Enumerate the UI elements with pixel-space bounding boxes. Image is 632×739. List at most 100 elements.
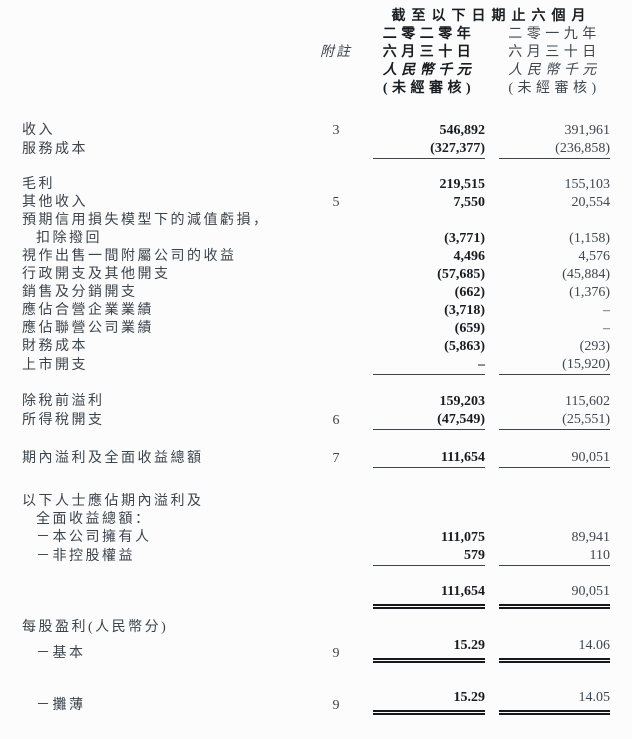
table-row: 預期信用損失模型下的減值虧損， [22,212,610,230]
section-attributable-total: 111,654 90,051 [22,583,610,609]
table-row: 扣除撥回 (3,771) (1,158) [22,230,610,248]
table-row: 以下人士應佔期內溢利及 [22,493,610,511]
row-label: －非控股權益 [36,549,135,564]
table-row: 財務成本 (5,863) (293) [22,338,610,356]
table-row: 所得稅開支 6 (47,549) (25,551) [22,411,610,430]
row-value-2020: 15.29 [373,637,485,663]
row-value-2019: 90,051 [499,583,610,609]
row-label: 扣除撥回 [36,231,102,246]
section-attributable: 以下人士應佔期內溢利及 全面收益總額： －本公司擁有人 111,075 89,941 －非… [22,493,610,566]
row-label: 收入 [22,123,55,138]
table-row: 其他收入 5 7,550 20,554 [22,194,610,212]
table-row: 全面收益總額： [22,511,610,529]
section-profit-total: 期內溢利及全面收益總額 7 111,654 90,051 [22,449,610,468]
row-value-2020: 579 [373,547,485,566]
row-value-2020: 111,654 [373,583,485,609]
row-label: 預期信用損失模型下的減值虧損， [22,213,270,228]
row-value-2020 [373,619,485,637]
row-label: 全面收益總額： [36,512,152,527]
row-label: －基本 [36,646,86,661]
section-pretax: 除稅前溢利 159,203 115,602 所得稅開支 6 (47,549) (25,551… [22,393,610,430]
row-label: －本公司擁有人 [36,530,152,545]
row-note [310,338,362,356]
column-header-audited-2019: (未經審核) [508,81,601,96]
row-value-2019: 14.06 [499,637,610,663]
row-note [310,141,362,159]
header-row-date: 附註 六月三十日 六月三十日 [22,44,610,62]
header-row-unit: 人民幣千元 人民幣千元 [22,62,610,80]
section-eps-basic: 每股盈利(人民幣分) －基本 9 15.29 14.06 [22,619,610,663]
table-row: 期內溢利及全面收益總額 7 111,654 90,051 [22,449,610,468]
row-note [310,529,362,547]
row-value-2020: (5,863) [444,339,485,354]
row-value-2019: 20,554 [571,195,611,210]
table-row: 上市開支 – (15,920) [22,356,610,375]
row-label: 除稅前溢利 [22,394,105,409]
row-note [310,248,362,266]
table-row: －基本 9 15.29 14.06 [22,637,610,663]
row-value-2019: (15,920) [499,356,610,375]
section-revenue: 收入 3 546,892 391,961 服務成本 (327,377) (236,858) [22,122,610,159]
row-note [310,357,362,375]
row-value-2019: (45,884) [562,267,610,282]
row-note: 9 [332,646,340,661]
row-label: 毛利 [22,177,55,192]
row-label: 其他收入 [22,195,88,210]
row-value-2020: (662) [454,285,485,300]
table-row: 收入 3 546,892 391,961 [22,122,610,140]
row-value-2020 [373,493,485,511]
period-title: 截至以下日期止六個月 [391,9,592,24]
row-value-2020: 219,515 [439,177,486,192]
column-header-year-2020: 二零二零年 [382,27,476,42]
row-value-2019: (1,376) [569,285,610,300]
section-eps-diluted: －攤薄 9 15.29 14.05 [22,689,610,715]
row-value-2019 [499,511,610,529]
row-value-2019: – [603,303,610,318]
column-header-date-2020: 六月三十日 [382,45,476,60]
row-label: 應佔合營企業業績 [22,303,154,318]
table-row: 視作出售一間附屬公司的收益 4,496 4,576 [22,248,610,266]
row-value-2019: 115,602 [565,394,610,409]
table-row: －攤薄 9 15.29 14.05 [22,689,610,715]
header-row-period: 截至以下日期止六個月 [22,8,610,26]
column-header-unit-2019: 人民幣千元 [508,63,601,78]
notes-column-label: 附註 [320,45,352,60]
row-value-2019: 110 [499,547,610,566]
row-note: 5 [332,195,340,210]
row-value-2020: 7,550 [453,195,486,210]
row-note [310,320,362,338]
row-value-2019: (25,551) [499,411,610,430]
row-value-2020: – [373,356,485,375]
row-note: 7 [332,451,340,466]
row-value-2019 [499,212,610,230]
row-note [310,548,362,566]
statement-table: 收入 3 546,892 391,961 服務成本 (327,377) (236,858) 毛… [22,122,610,715]
row-note: 3 [332,123,340,138]
row-value-2020: 111,654 [373,449,485,468]
row-note [310,212,362,230]
row-value-2019: (236,858) [499,140,610,159]
row-value-2019 [499,493,610,511]
row-value-2019: 89,941 [571,530,611,545]
table-row: 除稅前溢利 159,203 115,602 [22,393,610,411]
row-value-2019: 155,103 [564,177,611,192]
row-note [310,591,362,609]
row-value-2020: (47,549) [373,411,485,430]
table-row: －本公司擁有人 111,075 89,941 [22,529,610,547]
row-value-2020: (3,718) [444,303,485,318]
row-value-2020 [373,511,485,529]
statement-header: 截至以下日期止六個月 二零二零年 二零一九年 附註 六月三十日 六月三十日 人民… [22,8,610,98]
row-label: 期內溢利及全面收益總額 [22,451,204,466]
row-value-2019: 391,961 [564,123,611,138]
row-label: 上市開支 [22,358,88,373]
row-value-2020: 111,075 [441,530,485,545]
header-row-audited: (未經審核) (未經審核) [22,80,610,98]
row-note [310,230,362,248]
row-label: 視作出售一間附屬公司的收益 [22,249,237,264]
row-note [310,393,362,411]
table-row: －非控股權益 579 110 [22,547,610,566]
row-label: 銷售及分銷開支 [22,285,138,300]
table-row: 應佔合營企業業績 (3,718) – [22,302,610,320]
row-note [310,284,362,302]
row-label [22,591,310,609]
